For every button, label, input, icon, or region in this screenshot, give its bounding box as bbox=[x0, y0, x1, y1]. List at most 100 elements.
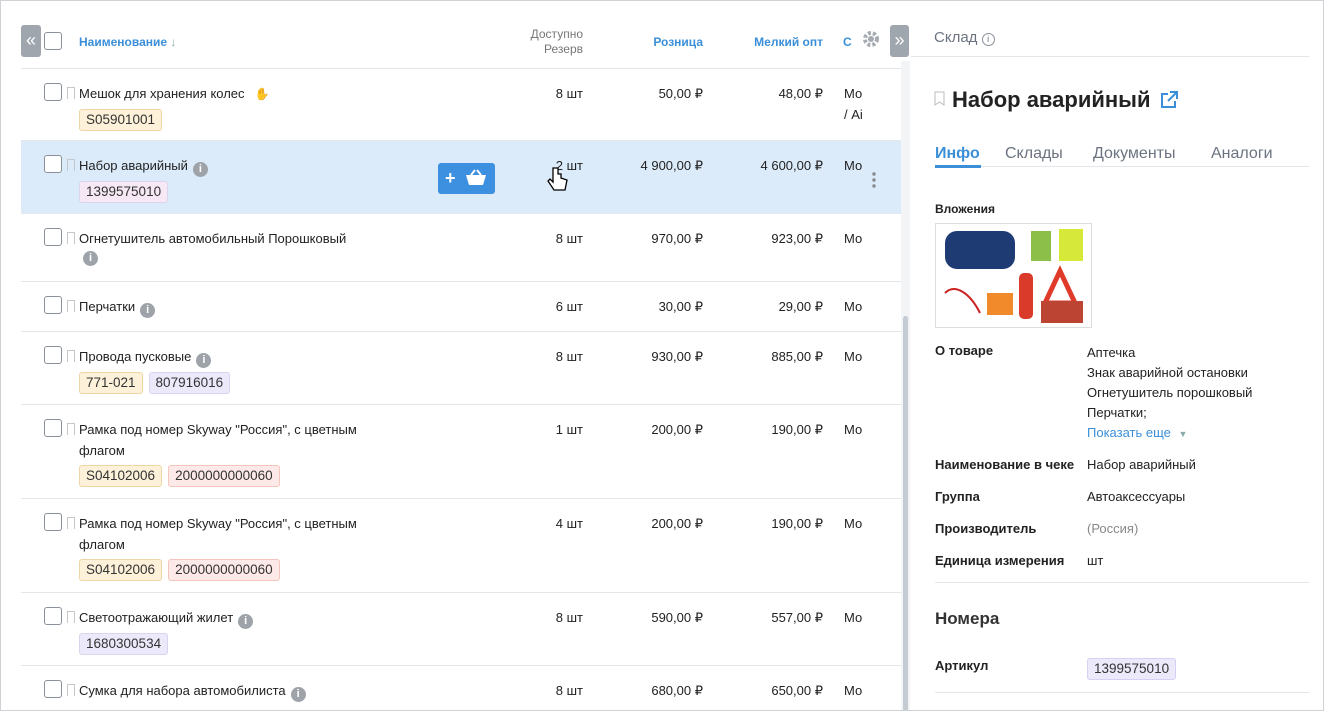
scrollbar-thumb[interactable] bbox=[903, 316, 908, 710]
row-checkbox[interactable] bbox=[44, 228, 62, 246]
row-checkbox[interactable] bbox=[44, 155, 62, 173]
field-value: Автоаксессуары bbox=[1087, 489, 1186, 504]
retail: 590,00 ₽ bbox=[651, 610, 703, 625]
field-label: Производитель bbox=[935, 521, 1037, 536]
row-name: Светоотражающий жилет i 1680300534 bbox=[79, 607, 379, 655]
show-more-text: Показать еще bbox=[1087, 425, 1171, 440]
info-icon: i bbox=[192, 162, 208, 177]
retail: 30,00 ₽ bbox=[658, 299, 703, 314]
tag: S05901001 bbox=[79, 109, 163, 131]
select-all[interactable] bbox=[44, 32, 62, 50]
retail: 680,00 ₽ bbox=[651, 683, 703, 698]
tag: S04102006 bbox=[79, 559, 163, 581]
header-retail[interactable]: Розница bbox=[653, 35, 703, 49]
add-to-cart[interactable]: + bbox=[438, 163, 495, 194]
row-checkbox[interactable] bbox=[44, 83, 62, 101]
divider bbox=[935, 582, 1309, 583]
field-label: Единица измерения bbox=[935, 553, 1065, 568]
extra: Мо bbox=[844, 683, 863, 698]
tag: 2000000000060 bbox=[168, 465, 280, 487]
show-more[interactable]: Показать еще ▼ bbox=[1087, 425, 1187, 440]
collapse-right[interactable]: » bbox=[890, 25, 909, 57]
row-name-text: Светоотражающий жилет bbox=[79, 610, 234, 625]
tag: 1680300534 bbox=[79, 633, 169, 655]
tags: S05901001 bbox=[79, 109, 389, 131]
field-label: Группа bbox=[935, 489, 980, 504]
tabs-divider bbox=[935, 166, 1309, 167]
available: 8 шт bbox=[555, 231, 583, 246]
available: 8 шт bbox=[555, 683, 583, 698]
table-row[interactable]: Провода пусковые i 771-021 807916016 8 шт 930… bbox=[21, 332, 901, 405]
retail: 4 900,00 ₽ bbox=[640, 158, 704, 173]
table-row[interactable]: Огнетушитель автомобильный Порошковый i 8 … bbox=[21, 214, 901, 282]
extra: Мо bbox=[844, 158, 863, 173]
table-row[interactable]: Сумка для набора автомобилиста i 8 шт 680,0… bbox=[21, 666, 901, 710]
external-link[interactable] bbox=[1160, 91, 1178, 109]
table-row[interactable]: Рамка под номер Skyway "Россия", с цветн… bbox=[21, 405, 901, 499]
row-name-text: Сумка для набора автомобилиста bbox=[79, 683, 286, 698]
bookmark[interactable] bbox=[934, 91, 946, 106]
row-checkbox[interactable] bbox=[44, 680, 62, 698]
tag: 1399575010 bbox=[79, 181, 169, 203]
info-icon: i bbox=[981, 33, 995, 46]
settings-gear[interactable] bbox=[861, 29, 881, 49]
article-label: Артикул bbox=[935, 658, 989, 673]
tab[interactable]: Документы bbox=[1093, 145, 1176, 162]
available: 2 шт bbox=[555, 158, 583, 173]
tab[interactable]: Инфо bbox=[935, 145, 980, 162]
header-extra[interactable]: С bbox=[843, 35, 852, 49]
row-checkbox[interactable] bbox=[44, 419, 62, 437]
row-name-text: Перчатки bbox=[79, 299, 136, 314]
attachment-image[interactable] bbox=[935, 223, 1092, 328]
article-value: 1399575010 bbox=[1087, 658, 1177, 680]
active-tab-indicator bbox=[935, 165, 981, 168]
table-row[interactable]: Мешок для хранения колес ✋ S05901001 8 шт 50… bbox=[21, 69, 901, 141]
extra: Мо bbox=[844, 231, 863, 246]
table-row[interactable]: Перчатки i 6 шт 30,00 ₽ 29,00 ₽ Мо bbox=[21, 282, 901, 332]
row-checkbox[interactable] bbox=[44, 346, 62, 364]
row-checkbox[interactable] bbox=[44, 513, 62, 531]
tab[interactable]: Склады bbox=[1005, 145, 1063, 162]
info-icon: i bbox=[238, 614, 254, 629]
header-small-wholesale[interactable]: Мелкий опт bbox=[754, 35, 823, 49]
tags: 1680300534 bbox=[79, 633, 379, 655]
available: 1 шт bbox=[555, 422, 583, 437]
field-value: Набор аварийный bbox=[1087, 457, 1196, 472]
tag: 771-021 bbox=[79, 372, 143, 394]
row-checkbox[interactable] bbox=[44, 296, 62, 314]
row-name-text: Огнетушитель автомобильный Порошковый bbox=[79, 231, 347, 246]
extra: Мо bbox=[844, 516, 863, 531]
row-name: Рамка под номер Skyway "Россия", с цветн… bbox=[79, 513, 379, 581]
row-menu[interactable] bbox=[871, 171, 877, 189]
header-name[interactable]: Наименование ↓ bbox=[79, 35, 176, 49]
retail: 50,00 ₽ bbox=[658, 86, 703, 101]
tag: 2000000000060 bbox=[168, 559, 280, 581]
row-name-text: Мешок для хранения колес bbox=[79, 86, 245, 101]
bookmark bbox=[67, 159, 75, 171]
available: 8 шт bbox=[555, 610, 583, 625]
row-checkbox[interactable] bbox=[44, 607, 62, 625]
sort-arrow: ↓ bbox=[170, 35, 177, 49]
about-line: Аптечка bbox=[1087, 345, 1136, 360]
caret: ▼ bbox=[1178, 429, 1188, 439]
extra: Мо bbox=[844, 422, 863, 437]
bookmark bbox=[67, 300, 75, 312]
header-available[interactable]: Доступно Резерв bbox=[501, 27, 583, 57]
retail: 200,00 ₽ bbox=[651, 422, 703, 437]
small-wholesale: 190,00 ₽ bbox=[771, 422, 823, 437]
collapse-left[interactable]: « bbox=[21, 25, 41, 57]
retail: 970,00 ₽ bbox=[651, 231, 703, 246]
basket-icon bbox=[465, 169, 486, 185]
bookmark bbox=[67, 87, 75, 99]
table-row[interactable]: Рамка под номер Skyway "Россия", с цветн… bbox=[21, 499, 901, 593]
info-icon: i bbox=[196, 353, 212, 368]
available: 6 шт bbox=[555, 299, 583, 314]
header-available-text: Доступно bbox=[530, 27, 583, 41]
table-row[interactable]: Светоотражающий жилет i 1680300534 8 шт 590,… bbox=[21, 593, 901, 666]
bookmark bbox=[67, 684, 75, 696]
about-label: О товаре bbox=[935, 343, 994, 358]
small-wholesale: 4 600,00 ₽ bbox=[760, 158, 824, 173]
tab[interactable]: Аналоги bbox=[1211, 145, 1273, 162]
row-name-text: Набор аварийный bbox=[79, 158, 188, 173]
info-icon: i bbox=[290, 687, 306, 702]
